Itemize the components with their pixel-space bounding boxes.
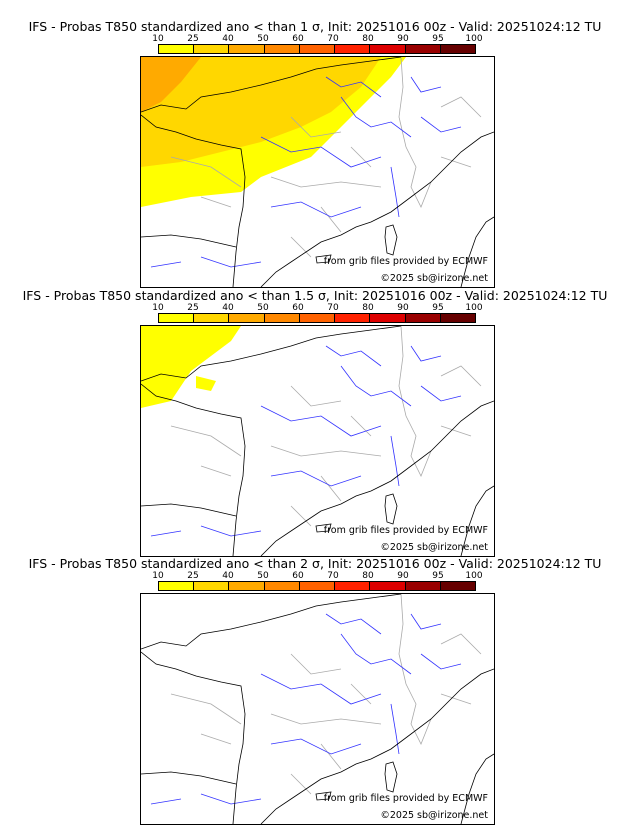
- map: from grib files provided by ECMWF ©2025 …: [140, 56, 495, 288]
- colorbar-labels: 10 25 40 50 60 70 80 90 95 100: [152, 303, 482, 313]
- colorbar-swatch: [159, 314, 195, 322]
- colorbar-labels: 10 25 40 50 60 70 80 90 95 100: [152, 571, 482, 581]
- copyright-credit: ©2025 sb@irizone.net: [380, 542, 488, 553]
- colorbar-labels: 10 25 40 50 60 70 80 90 95 100: [152, 34, 482, 44]
- map-svg: [141, 594, 494, 824]
- panel-title: IFS - Probas T850 standardized ano < tha…: [22, 288, 608, 303]
- colorbar-tick: 70: [327, 571, 339, 581]
- source-credit: from grib files provided by ECMWF: [323, 256, 488, 267]
- map-svg: [141, 57, 494, 287]
- colorbar-swatch: [264, 582, 300, 590]
- coastline: [141, 326, 494, 556]
- colorbar-swatch: [264, 45, 300, 53]
- colorbar-tick: 100: [465, 571, 483, 581]
- colorbar-tick: 10: [152, 303, 164, 313]
- colorbar-tick: 100: [465, 303, 483, 313]
- coastline: [141, 594, 494, 824]
- colorbar-swatch: [440, 582, 475, 590]
- colorbar-swatch: [194, 582, 230, 590]
- colorbar-tick: 40: [222, 571, 234, 581]
- colorbar-swatch: [440, 314, 475, 322]
- colorbar-tick: 80: [362, 571, 374, 581]
- colorbar-tick: 80: [362, 34, 374, 44]
- map-svg: [141, 326, 494, 556]
- colorbar-swatch: [440, 45, 475, 53]
- probability-area: [196, 376, 216, 391]
- coastline: [141, 57, 494, 287]
- colorbar-tick: 10: [152, 34, 164, 44]
- rivers: [150, 345, 462, 537]
- map-panel-1: IFS - Probas T850 standardized ano < tha…: [0, 9, 630, 288]
- panel-title: IFS - Probas T850 standardized ano < tha…: [28, 19, 602, 34]
- colorbar: [158, 581, 476, 591]
- colorbar-swatch: [264, 314, 300, 322]
- colorbar-tick: 90: [397, 571, 409, 581]
- source-credit: from grib files provided by ECMWF: [323, 525, 488, 536]
- colorbar-tick: 100: [465, 34, 483, 44]
- colorbar-tick: 60: [292, 303, 304, 313]
- colorbar-swatch: [299, 314, 336, 322]
- borders: [170, 594, 482, 795]
- colorbar-swatch: [159, 45, 195, 53]
- colorbar-swatch: [194, 45, 230, 53]
- colorbar-tick: 50: [257, 303, 269, 313]
- colorbar-swatch: [299, 582, 336, 590]
- colorbar-tick: 25: [187, 303, 199, 313]
- map: from grib files provided by ECMWF ©2025 …: [140, 593, 495, 825]
- colorbar-swatch: [370, 314, 406, 322]
- colorbar-tick: 25: [187, 571, 199, 581]
- map-panel-3: IFS - Probas T850 standardized ano < tha…: [0, 546, 630, 825]
- colorbar-swatch: [405, 314, 441, 322]
- colorbar-swatch: [335, 314, 371, 322]
- colorbar-tick: 90: [397, 34, 409, 44]
- colorbar-tick: 60: [292, 571, 304, 581]
- colorbar-tick: 95: [432, 571, 444, 581]
- rivers: [150, 613, 462, 805]
- colorbar-swatch: [229, 314, 265, 322]
- colorbar-swatch: [370, 45, 406, 53]
- copyright-credit: ©2025 sb@irizone.net: [380, 810, 488, 821]
- colorbar-tick: 10: [152, 571, 164, 581]
- colorbar-swatch: [335, 45, 371, 53]
- colorbar-swatch: [229, 45, 265, 53]
- probability-area: [141, 57, 381, 167]
- probability-area: [141, 57, 201, 112]
- colorbar-swatch: [159, 582, 195, 590]
- panel-title: IFS - Probas T850 standardized ano < tha…: [28, 556, 602, 571]
- colorbar: [158, 44, 476, 54]
- colorbar-tick: 50: [257, 34, 269, 44]
- colorbar-tick: 40: [222, 34, 234, 44]
- borders: [170, 57, 482, 258]
- colorbar-tick: 60: [292, 34, 304, 44]
- colorbar-swatch: [405, 582, 441, 590]
- colorbar-tick: 95: [432, 303, 444, 313]
- colorbar-tick: 70: [327, 34, 339, 44]
- colorbar-tick: 40: [222, 303, 234, 313]
- map-panel-2: IFS - Probas T850 standardized ano < tha…: [0, 278, 630, 557]
- colorbar-swatch: [229, 582, 265, 590]
- colorbar-tick: 80: [362, 303, 374, 313]
- colorbar-swatch: [335, 582, 371, 590]
- source-credit: from grib files provided by ECMWF: [323, 793, 488, 804]
- colorbar-swatch: [370, 582, 406, 590]
- colorbar-tick: 90: [397, 303, 409, 313]
- borders: [170, 326, 482, 527]
- colorbar-tick: 70: [327, 303, 339, 313]
- probability-area: [141, 326, 241, 408]
- colorbar-tick: 25: [187, 34, 199, 44]
- colorbar: [158, 313, 476, 323]
- colorbar-tick: 95: [432, 34, 444, 44]
- copyright-credit: ©2025 sb@irizone.net: [380, 273, 488, 284]
- map: from grib files provided by ECMWF ©2025 …: [140, 325, 495, 557]
- colorbar-tick: 50: [257, 571, 269, 581]
- rivers: [150, 76, 462, 268]
- colorbar-swatch: [299, 45, 336, 53]
- colorbar-swatch: [194, 314, 230, 322]
- colorbar-swatch: [405, 45, 441, 53]
